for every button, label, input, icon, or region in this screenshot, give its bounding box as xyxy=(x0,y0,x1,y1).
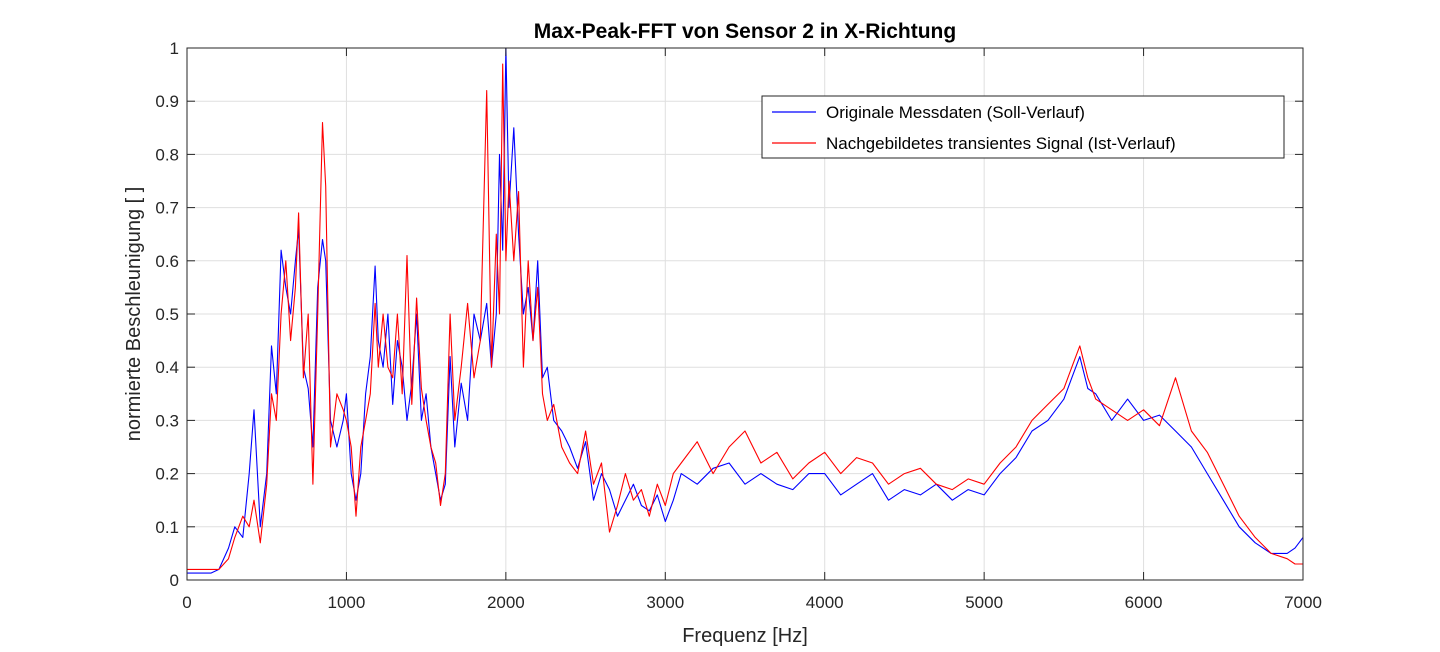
legend: Originale Messdaten (Soll-Verlauf) Nachg… xyxy=(761,95,1285,159)
y-tick-label: 0 xyxy=(170,571,179,590)
x-tick-label: 7000 xyxy=(1284,593,1322,612)
x-tick-label: 1000 xyxy=(328,593,366,612)
y-tick-label: 1 xyxy=(170,39,179,58)
series-line-soll xyxy=(187,47,1304,574)
y-axis-label: normierte Beschleunigung [ ] xyxy=(123,187,145,442)
y-tick-label: 0.9 xyxy=(155,92,179,111)
y-tick-label: 0.6 xyxy=(155,252,179,271)
y-tick-label: 0.1 xyxy=(155,518,179,537)
y-tick-label: 0.2 xyxy=(155,465,179,484)
legend-label-soll: Originale Messdaten (Soll-Verlauf) xyxy=(826,103,1085,122)
legend-box xyxy=(761,95,1285,159)
x-tick-label: 6000 xyxy=(1125,593,1163,612)
x-tick-label: 4000 xyxy=(806,593,844,612)
x-tick-label: 2000 xyxy=(487,593,525,612)
chart-title: Max-Peak-FFT von Sensor 2 in X-Richtung xyxy=(534,20,956,43)
series-layer xyxy=(187,47,1304,574)
y-tick-label: 0.3 xyxy=(155,411,179,430)
y-tick-label: 0.4 xyxy=(155,358,179,377)
x-tick-label: 3000 xyxy=(646,593,684,612)
legend-label-ist: Nachgebildetes transientes Signal (Ist-V… xyxy=(826,134,1176,153)
series-line-ist xyxy=(187,63,1303,570)
y-tick-label: 0.8 xyxy=(155,145,179,164)
axis-ticks: 0 1000 2000 3000 4000 5000 6000 7000 0 0.1 0.2 0.3 0… xyxy=(155,39,1322,612)
y-tick-label: 0.7 xyxy=(155,199,179,218)
y-tick-label: 0.5 xyxy=(155,305,179,324)
x-tick-label: 5000 xyxy=(965,593,1003,612)
x-tick-label: 0 xyxy=(182,593,191,612)
x-axis-label: Frequenz [Hz] xyxy=(682,625,808,647)
